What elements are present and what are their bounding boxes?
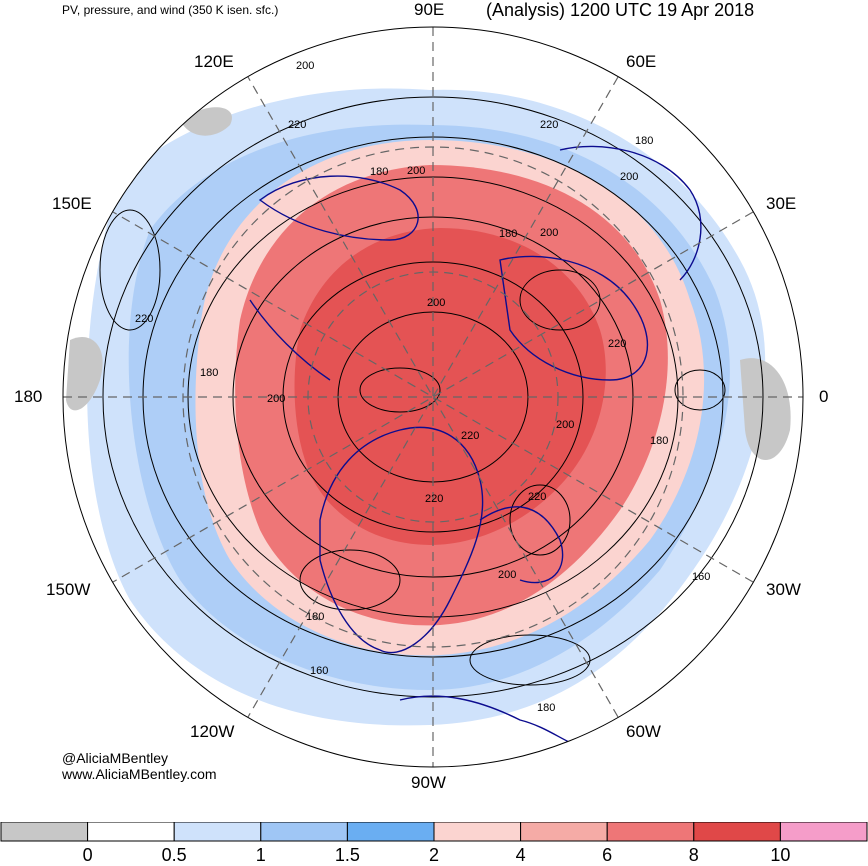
colorbar-tick-label: 4 [515,845,526,865]
longitude-label-30e: 30E [766,194,797,213]
contour-label: 200 [296,60,314,72]
colorbar [0,822,868,842]
contour-label: 220 [608,338,626,350]
contour-label: 220 [540,119,558,131]
contour-label: 200 [556,419,574,431]
contour-label: 220 [288,119,306,131]
lat-lon-grid [63,27,803,767]
longitude-label-120e: 120E [194,52,234,71]
product-title: PV, pressure, and wind (350 K isen. sfc.… [62,3,279,17]
longitude-label-120w: 120W [190,722,235,741]
colorbar-tick-label: 8 [688,845,699,865]
colorbar-swatch [433,822,522,842]
colorbar-swatch [260,822,348,842]
polar-stereographic-map: 200 220 180 200 180 220 200 220 200 180 … [62,26,804,768]
contour-label: 180 [650,435,668,447]
longitude-label-90w: 90W [411,773,446,792]
colorbar-tick-label: 1 [255,845,266,865]
longitude-label-150w: 150W [46,580,91,599]
contour-label: 200 [540,227,558,239]
colorbar-swatch [0,822,89,842]
contour-label: 160 [310,665,328,677]
colorbar-swatch [346,822,435,842]
longitude-label-0: 0 [819,387,829,406]
contour-label: 180 [537,702,555,714]
longitude-label-180: 180 [14,387,43,406]
colorbar-tick-label: 1.5 [334,845,360,865]
longitude-label-150e: 150E [52,194,92,213]
pv-shading-grey-1 [66,336,103,411]
contour-label: 220 [461,430,479,442]
contour-label: 180 [370,166,388,178]
contour-label: 160 [692,571,710,583]
contour-label: 220 [425,493,443,505]
colorbar-tick-label: 10 [770,845,791,865]
colorbar-swatch [693,822,781,842]
pv-shading-grey-2 [740,358,791,460]
colorbar-swatch [173,822,262,842]
contour-label: 180 [200,367,218,379]
colorbar-tick-label: 0.5 [161,845,187,865]
contour-label: 180 [635,135,653,147]
contour-label: 200 [620,171,638,183]
contour-label: 180 [499,228,517,240]
contour-label: 220 [135,313,153,325]
credit-handle: @AliciaMBentley [62,750,169,766]
contour-label: 200 [498,569,516,581]
longitude-label-30w: 30W [766,580,801,599]
colorbar-swatch [87,822,175,842]
credit-website: www.AliciaMBentley.com [62,766,217,782]
contour-label: 200 [427,297,445,309]
colorbar-tick-label: 0 [82,845,93,865]
map-boundary [62,26,804,768]
colorbar-swatch [606,822,695,842]
contour-label: 220 [528,491,546,503]
colorbar-tick-label: 6 [602,845,613,865]
analysis-timestamp: (Analysis) 1200 UTC 19 Apr 2018 [486,0,755,20]
colorbar-swatch [520,822,608,842]
longitude-label-60w: 60W [626,722,661,741]
contour-label: 200 [407,165,425,177]
contour-label: 200 [267,393,285,405]
contour-label: 180 [306,611,324,623]
colorbar-tick-label: 2 [428,845,440,865]
longitude-label-90e: 90E [414,0,445,19]
colorbar-swatch [779,822,868,842]
longitude-label-60e: 60E [626,52,657,71]
